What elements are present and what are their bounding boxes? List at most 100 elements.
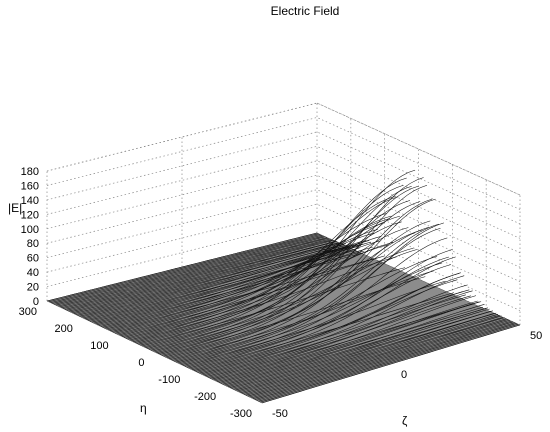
- surface-line: [80, 244, 350, 318]
- surface-line: [86, 244, 355, 320]
- surface-line: [227, 307, 488, 388]
- surface-line: [244, 317, 504, 395]
- grid-z-6: [46, 145, 521, 239]
- eta-axis-ticks: 300 200 100 0 -100 -200 -300: [19, 306, 252, 420]
- surface-line: [202, 275, 465, 376]
- surface-line: [235, 312, 495, 391]
- surface-line: [192, 292, 455, 371]
- surface-line: [226, 307, 487, 387]
- grid-z-9: [46, 102, 521, 196]
- eta-tick-label: 0: [138, 357, 144, 369]
- zeta-axis-ticks: -50 0 50: [272, 330, 542, 420]
- surface-line: [201, 291, 463, 375]
- surface-line: [138, 185, 404, 345]
- surface-line: [229, 308, 490, 388]
- surface-line: [206, 284, 468, 377]
- z-tick-label: 80: [27, 238, 39, 250]
- surface-line: [224, 304, 485, 386]
- surface-line: [238, 314, 499, 393]
- surface-line: [147, 185, 412, 349]
- z-tick-label: 160: [21, 180, 39, 192]
- surface-line: [218, 301, 480, 383]
- surface-line: [73, 242, 343, 314]
- grid-z-2: [46, 203, 521, 297]
- grid-z-7: [46, 131, 521, 225]
- zeta-tick-label: 0: [401, 369, 407, 381]
- surface-line: [233, 310, 493, 390]
- grid-z-5: [46, 160, 521, 254]
- surface-line: [106, 246, 373, 330]
- surface-line: [123, 218, 390, 338]
- grid-z-1: [46, 218, 521, 311]
- surface-line: [59, 237, 329, 308]
- surface-line: [77, 243, 346, 316]
- surface-line: [249, 319, 509, 398]
- surface-line: [48, 233, 319, 303]
- surface-line: [199, 272, 461, 374]
- z-axis-ticks: 0 20 40 60 80 100 120 140 160 180: [21, 166, 39, 308]
- surface-line: [181, 222, 444, 365]
- surface-line: [254, 321, 514, 400]
- surface-line: [61, 238, 331, 309]
- surface-line: [68, 241, 338, 312]
- surface-line: [217, 300, 478, 382]
- surface-line: [84, 246, 353, 320]
- surface-line: [256, 322, 515, 401]
- surface-line: [166, 220, 431, 359]
- surface-line: [72, 242, 341, 314]
- surface-line: [88, 250, 356, 321]
- surface-line: [247, 318, 507, 397]
- surface-line: [175, 223, 439, 363]
- surface-line: [208, 289, 470, 378]
- zeta-axis-label: ζ: [402, 414, 408, 428]
- surface-line: [156, 201, 421, 354]
- eta-tick-label: 200: [54, 323, 72, 335]
- surface-line: [120, 213, 387, 337]
- z-tick-label: 20: [27, 282, 39, 294]
- z-tick-label: 140: [21, 195, 39, 207]
- surface-line: [215, 295, 477, 382]
- surface-line: [168, 198, 433, 360]
- eta-tick-label: -200: [194, 391, 216, 403]
- z-tick-label: 120: [21, 209, 39, 221]
- z-tick-label: 40: [27, 267, 39, 279]
- grid-z-3: [46, 189, 521, 282]
- surface-line: [116, 223, 384, 335]
- surface-line: [220, 301, 482, 384]
- surface-line: [70, 242, 340, 313]
- surface-line: [184, 237, 448, 367]
- surface-line: [236, 312, 497, 392]
- surface-line: [158, 229, 422, 354]
- surface-line: [193, 256, 456, 371]
- surface-line: [260, 323, 519, 403]
- grid-z-8: [46, 117, 521, 210]
- surface-line: [140, 267, 406, 346]
- eta-tick-label: -100: [158, 374, 180, 386]
- surface-line: [190, 249, 453, 370]
- surface-line: [109, 258, 377, 331]
- surface-line: [245, 317, 505, 396]
- zeta-tick-label: 50: [530, 330, 542, 342]
- grid-z-4: [46, 174, 521, 268]
- surface-line: [186, 256, 449, 368]
- surface-line: [261, 324, 521, 404]
- surface-line: [52, 234, 323, 304]
- surface-line: [188, 264, 451, 369]
- surface-line: [46, 232, 318, 302]
- surface-line: [231, 310, 492, 389]
- zeta-tick-label: -50: [272, 408, 288, 420]
- eta-axis-label: η: [140, 401, 147, 415]
- surface-line: [82, 245, 351, 319]
- z-tick-label: 60: [27, 253, 39, 265]
- surface-line: [251, 319, 510, 399]
- surface-line: [54, 235, 324, 305]
- eta-tick-label: -300: [230, 408, 252, 420]
- surface-line: [197, 273, 460, 373]
- surface-line: [55, 236, 326, 306]
- z-tick-label: 0: [33, 296, 39, 308]
- surface-line: [177, 228, 441, 364]
- surface-line: [118, 255, 385, 336]
- surface-line: [150, 169, 416, 351]
- surface: [46, 169, 521, 404]
